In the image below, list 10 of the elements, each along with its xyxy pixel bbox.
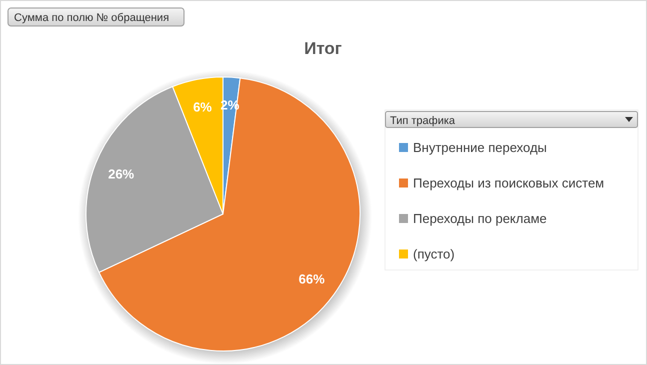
- legend-label: Переходы по рекламе: [413, 211, 547, 226]
- data-label: 66%: [298, 271, 326, 286]
- data-label: 6%: [193, 99, 212, 114]
- data-label: 26%: [108, 166, 135, 182]
- legend-label: Переходы из поисковых систем: [413, 176, 604, 190]
- legend-title: Тип трафика: [390, 115, 456, 127]
- legend-label: Внутренние переходы: [413, 140, 547, 155]
- legend-label: (пусто): [413, 246, 455, 262]
- text: Сумма по полю № обращения: [14, 12, 170, 24]
- chart-title: Итог: [304, 39, 342, 58]
